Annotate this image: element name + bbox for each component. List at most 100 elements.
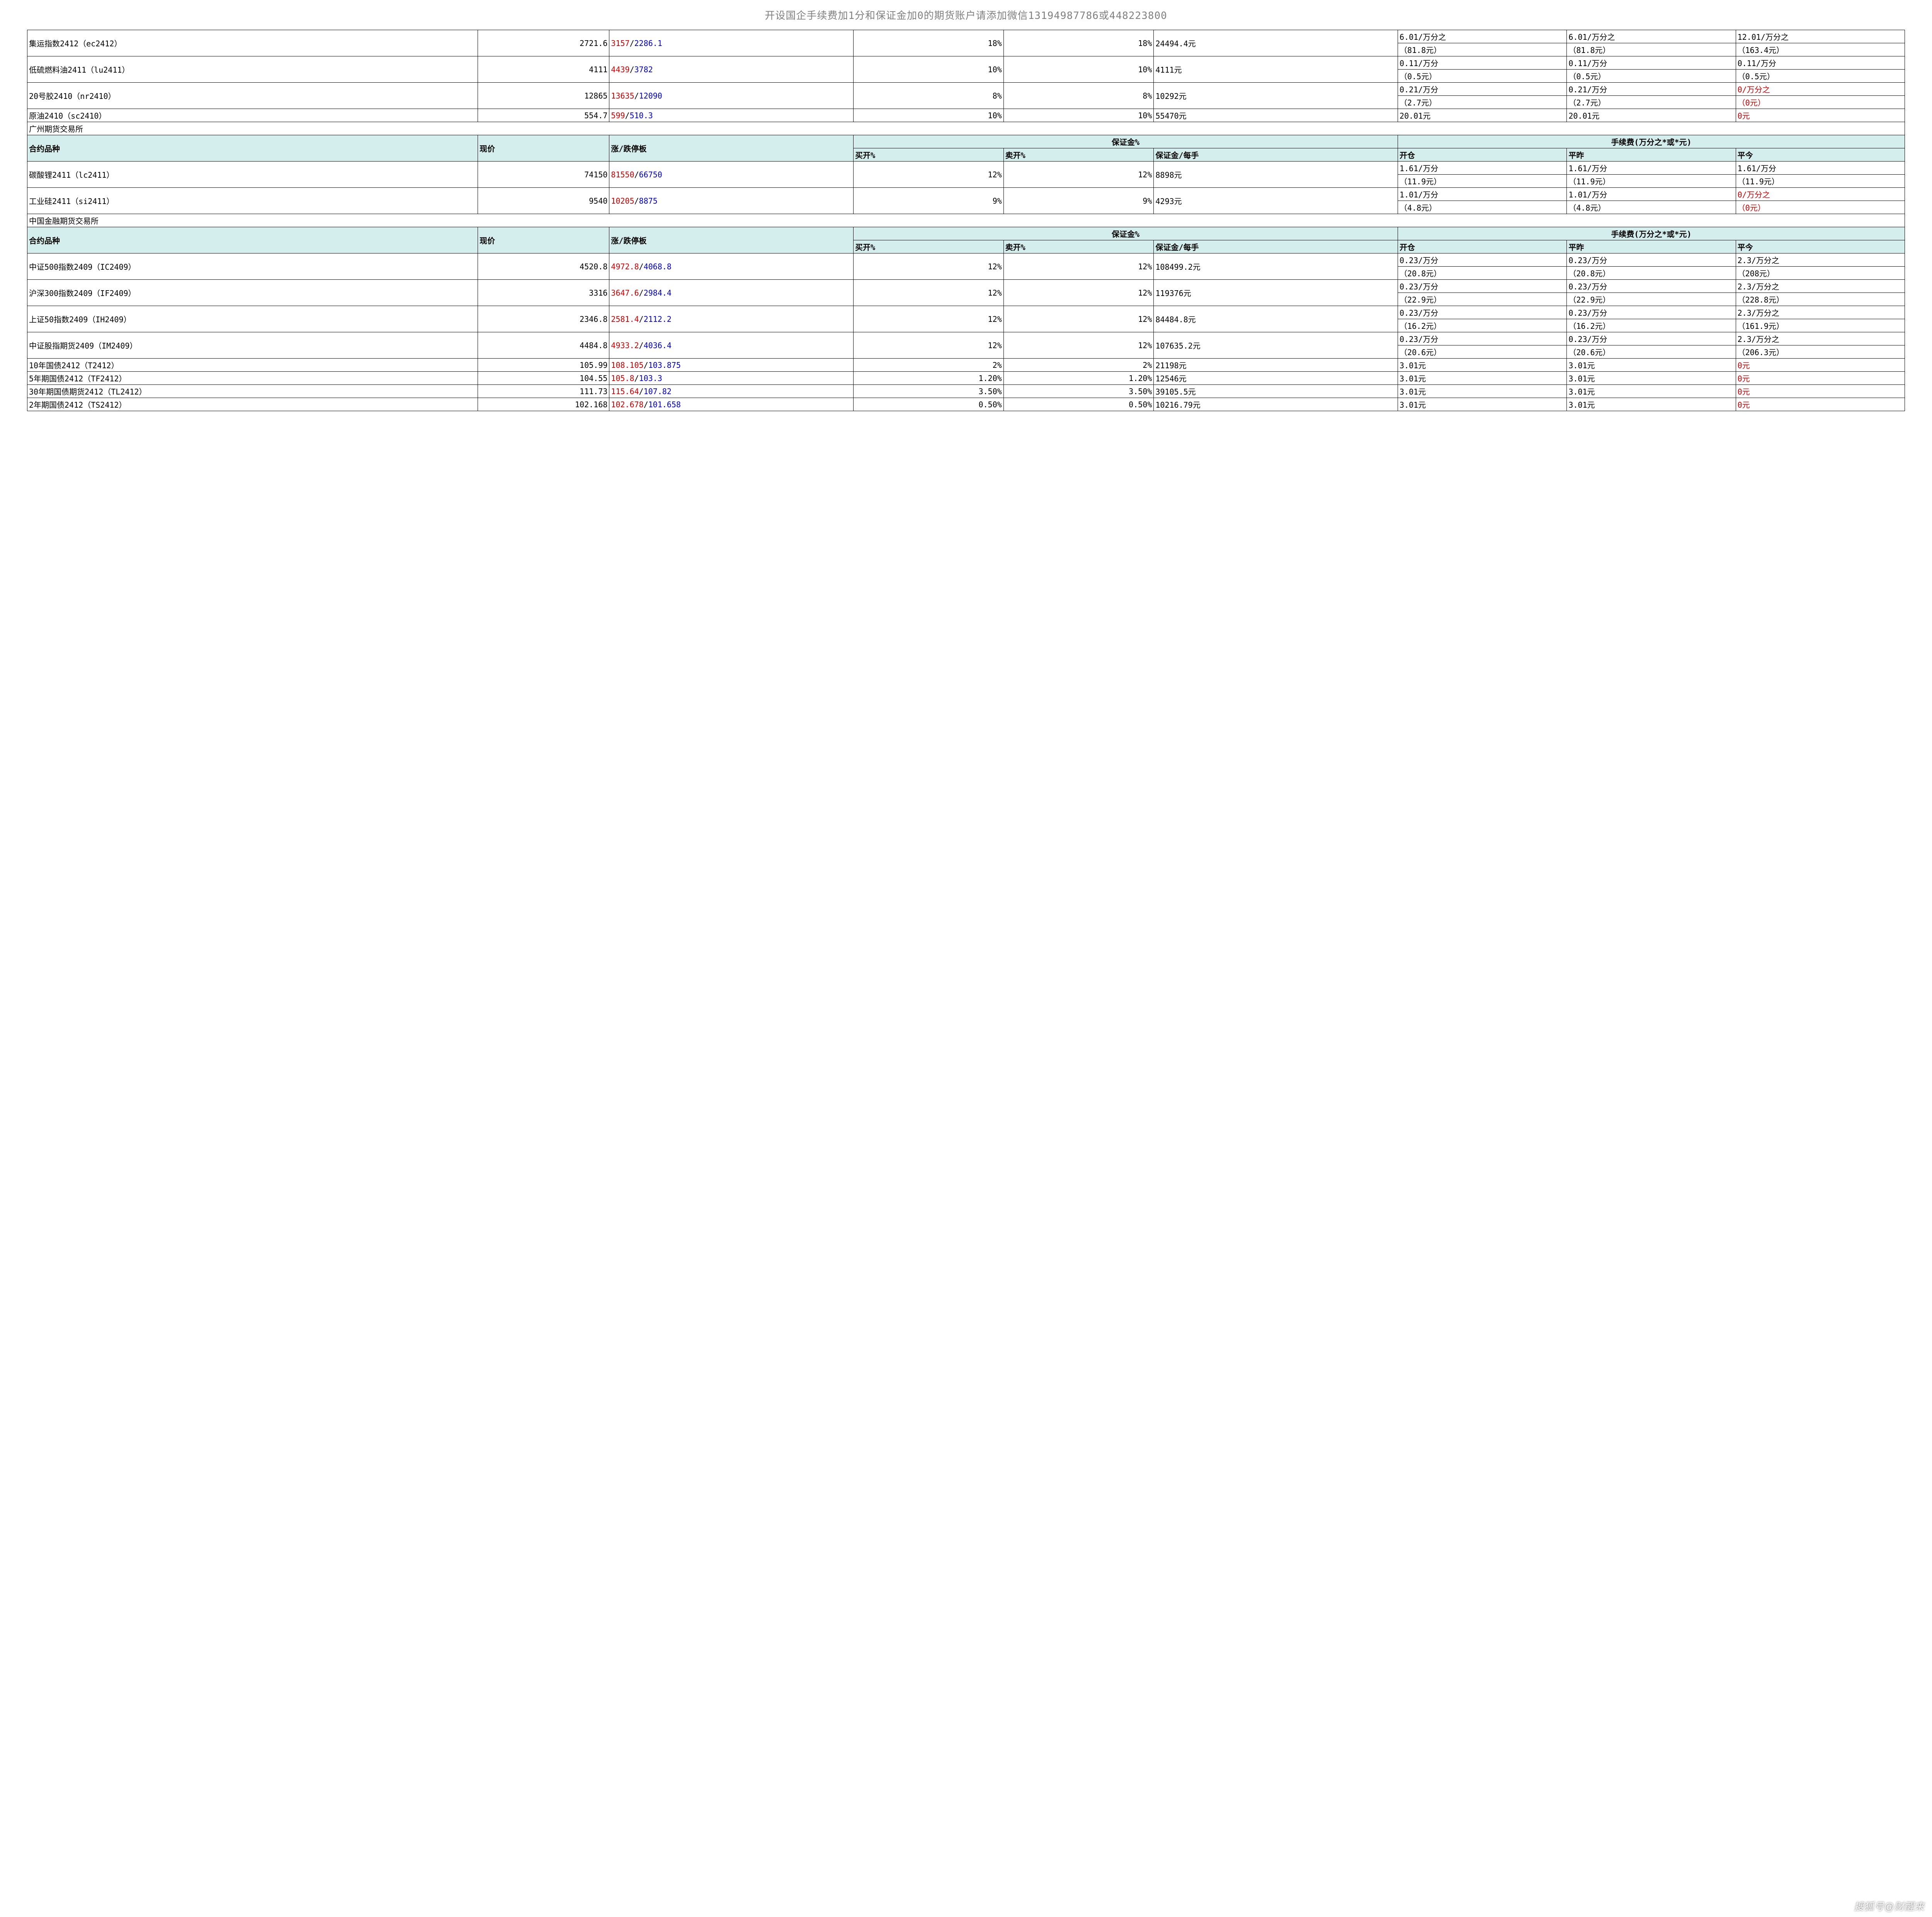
- section-title-row: 广州期货交易所: [27, 122, 1905, 135]
- cell: 9%: [853, 188, 1003, 214]
- cell: （16.2元）: [1567, 319, 1736, 332]
- cell: 4972.8/4068.8: [609, 253, 854, 280]
- cell: 平今: [1736, 240, 1905, 253]
- cell: （4.8元）: [1398, 201, 1567, 214]
- cell: 保证金%: [853, 135, 1398, 148]
- cell: （161.9元）: [1736, 319, 1905, 332]
- cell: 3.01元: [1567, 372, 1736, 385]
- cell: 20号胶2410（nr2410）: [27, 83, 478, 109]
- cell: 21198元: [1154, 359, 1398, 372]
- cell: （20.6元）: [1398, 345, 1567, 359]
- cell: 105.8/103.3: [609, 372, 854, 385]
- cell: 上证50指数2409（IH2409）: [27, 306, 478, 332]
- cell: 广州期货交易所: [27, 122, 1905, 135]
- cell: （163.4元）: [1736, 43, 1905, 56]
- cell: 4933.2/4036.4: [609, 332, 854, 359]
- table-row: 集运指数2412（ec2412） 2721.6 3157/2286.1 18% …: [27, 30, 1905, 43]
- cell: 1.20%: [853, 372, 1003, 385]
- cell: （11.9元）: [1736, 175, 1905, 188]
- cell: 12865: [478, 83, 609, 109]
- cell: 30年期国债期货2412（TL2412）: [27, 385, 478, 398]
- table-row: 中证500指数2409（IC2409） 4520.8 4972.8/4068.8…: [27, 253, 1905, 267]
- cell: 3.01元: [1567, 385, 1736, 398]
- cell: 卖开%: [1003, 240, 1154, 253]
- cell: 74150: [478, 162, 609, 188]
- cell: 10216.79元: [1154, 398, 1398, 411]
- cell: 5年期国债2412（TF2412）: [27, 372, 478, 385]
- cell: 2.3/万分之: [1736, 306, 1905, 319]
- section-title-row: 中国金融期货交易所: [27, 214, 1905, 227]
- table-row: 20号胶2410（nr2410） 12865 13635/12090 8% 8%…: [27, 83, 1905, 96]
- cell: 3.01元: [1398, 372, 1567, 385]
- cell: 81550/66750: [609, 162, 854, 188]
- cell: 0.50%: [853, 398, 1003, 411]
- cell: 12%: [853, 332, 1003, 359]
- cell: 4111: [478, 56, 609, 83]
- cell: 4293元: [1154, 188, 1398, 214]
- cell: 0.21/万分: [1398, 83, 1567, 96]
- cell: 0元: [1736, 398, 1905, 411]
- cell: 12%: [1003, 332, 1154, 359]
- cell: 0元: [1736, 109, 1905, 122]
- cell: （22.9元）: [1398, 293, 1567, 306]
- cell: 9540: [478, 188, 609, 214]
- table-row: 碳酸锂2411（lc2411） 74150 81550/66750 12% 12…: [27, 162, 1905, 175]
- cell: 合约品种: [27, 135, 478, 162]
- cell: （22.9元）: [1567, 293, 1736, 306]
- cell: 4520.8: [478, 253, 609, 280]
- cell: 12.01/万分之: [1736, 30, 1905, 43]
- cell: （2.7元）: [1398, 96, 1567, 109]
- cell: 102.678/101.658: [609, 398, 854, 411]
- cell: 中证500指数2409（IC2409）: [27, 253, 478, 280]
- cell: 108.105/103.875: [609, 359, 854, 372]
- cell: 3.01元: [1567, 398, 1736, 411]
- table-row: 2年期国债2412（TS2412） 102.168 102.678/101.65…: [27, 398, 1905, 411]
- cell: 10205/8875: [609, 188, 854, 214]
- cell: 10%: [853, 56, 1003, 83]
- cell: 18%: [1003, 30, 1154, 56]
- cell: 3.01元: [1398, 398, 1567, 411]
- table-row: 上证50指数2409（IH2409） 2346.8 2581.4/2112.2 …: [27, 306, 1905, 319]
- cell: 开仓: [1398, 240, 1567, 253]
- cell: 现价: [478, 227, 609, 253]
- cell: 卖开%: [1003, 148, 1154, 162]
- cell: 中国金融期货交易所: [27, 214, 1905, 227]
- cell: 12%: [853, 306, 1003, 332]
- cell: （0.5元）: [1736, 70, 1905, 83]
- cell: 111.73: [478, 385, 609, 398]
- cell: 12%: [853, 253, 1003, 280]
- cell: 1.61/万分: [1567, 162, 1736, 175]
- cell: 0.11/万分: [1398, 56, 1567, 70]
- cell: 102.168: [478, 398, 609, 411]
- cell: 3.50%: [1003, 385, 1154, 398]
- cell: 0.23/万分: [1398, 280, 1567, 293]
- cell: 手续费(万分之*或*元): [1398, 227, 1905, 240]
- cell: 12%: [1003, 162, 1154, 188]
- cell: （228.8元）: [1736, 293, 1905, 306]
- cell: 3.01元: [1567, 359, 1736, 372]
- cell: 合约品种: [27, 227, 478, 253]
- cell: 0.50%: [1003, 398, 1154, 411]
- cell: 12%: [853, 162, 1003, 188]
- cell: 107635.2元: [1154, 332, 1398, 359]
- cell: 55470元: [1154, 109, 1398, 122]
- cell: 8898元: [1154, 162, 1398, 188]
- cell: 开仓: [1398, 148, 1567, 162]
- cell: 4439/3782: [609, 56, 854, 83]
- cell: 2346.8: [478, 306, 609, 332]
- watermark: 搜狐号@财醒来: [1854, 1899, 1924, 1913]
- cell: 2.3/万分之: [1736, 280, 1905, 293]
- cell: 12546元: [1154, 372, 1398, 385]
- cell: 1.01/万分: [1567, 188, 1736, 201]
- cell: （81.8元）: [1398, 43, 1567, 56]
- cell: 保证金/每手: [1154, 240, 1398, 253]
- cell: 2.3/万分之: [1736, 253, 1905, 267]
- table-row: 原油2410（sc2410） 554.7 599/510.3 10% 10% 5…: [27, 109, 1905, 122]
- cell: 保证金/每手: [1154, 148, 1398, 162]
- cell: （20.6元）: [1567, 345, 1736, 359]
- cell: 0.23/万分: [1567, 332, 1736, 345]
- cell: 1.61/万分: [1736, 162, 1905, 175]
- cell: 1.20%: [1003, 372, 1154, 385]
- table-row: 低硫燃料油2411（lu2411） 4111 4439/3782 10% 10%…: [27, 56, 1905, 70]
- cell: 0.23/万分: [1567, 280, 1736, 293]
